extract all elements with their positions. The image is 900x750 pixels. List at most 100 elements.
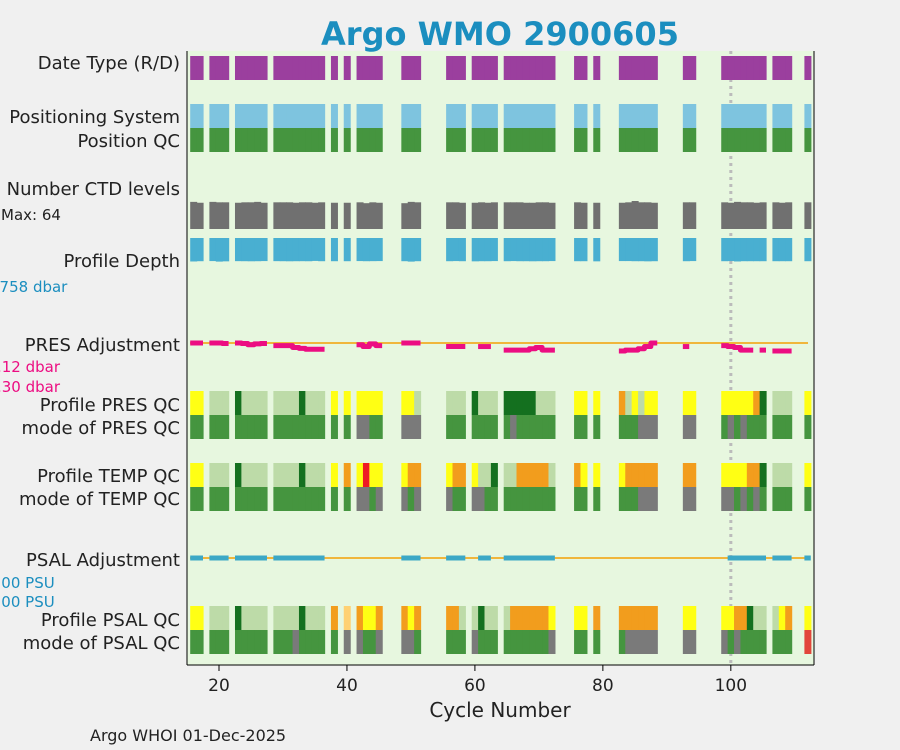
temp-qc-bar (734, 463, 742, 487)
profile-depth-bar (689, 238, 697, 262)
positioning-bar (279, 104, 287, 128)
date-type-bar (452, 56, 460, 80)
position-qc-bar (247, 128, 255, 152)
position-qc-bar (458, 128, 466, 152)
row-label-pres-mode: mode of PRES QC (22, 418, 180, 439)
profile-depth-bar (311, 238, 319, 261)
pres-qc-bar (369, 391, 377, 415)
row-label-psal-qc: Profile PSAL QC (41, 610, 180, 631)
position-qc-bar (292, 128, 300, 152)
psal-mode-bar (682, 630, 690, 654)
psal-qc-bar (746, 606, 754, 630)
psal-qc-bar (369, 606, 377, 630)
pres-qc-bar (458, 391, 466, 415)
temp-qc-bar (644, 463, 652, 487)
position-qc-bar (644, 128, 652, 152)
pres-qc-bar (222, 391, 230, 415)
profile-depth-bar (778, 238, 786, 262)
pres-qc-bar (753, 391, 761, 415)
positioning-bar (804, 104, 812, 128)
psal-qc-bar (247, 606, 255, 630)
position-qc-bar (279, 128, 287, 152)
positioning-bar (574, 104, 582, 128)
pres-qc-bar (785, 391, 793, 415)
date-type-bar (190, 56, 198, 80)
temp-mode-bar (292, 487, 300, 511)
date-type-bar (330, 56, 338, 80)
pres-mode-bar (804, 415, 812, 439)
temp-qc-bar (471, 463, 479, 487)
profile-depth-bar (503, 238, 511, 262)
pres-mode-bar (753, 415, 761, 439)
row-label-psal-mode: mode of PSAL QC (23, 633, 180, 654)
pres-mode-bar (362, 415, 370, 439)
psal-qc-bar (215, 606, 223, 630)
pres-qc-bar (682, 391, 690, 415)
temp-mode-bar (529, 487, 537, 511)
psal-mode-bar (548, 630, 556, 654)
pres-mode-bar (375, 415, 383, 439)
pres-adj-series (356, 341, 383, 350)
pres-qc-bar (574, 391, 582, 415)
temp-qc-bar (753, 463, 761, 487)
pres-mode-bar (190, 415, 198, 439)
ctd-levels-bar (369, 202, 377, 229)
profile-depth-bar (727, 238, 735, 262)
psal-qc-bar (209, 606, 217, 630)
position-qc-bar (356, 128, 364, 152)
pres-qc-bar (286, 391, 294, 415)
pres-mode-bar (503, 415, 511, 439)
profile-depth-bar (580, 238, 588, 262)
temp-mode-bar (484, 487, 492, 511)
psal-qc-bar (734, 606, 742, 630)
temp-qc-bar (298, 463, 306, 487)
psal-qc-bar (356, 606, 364, 630)
position-qc-bar (759, 128, 767, 152)
ctd-levels-bar (734, 201, 742, 229)
date-type-bar (778, 56, 786, 80)
profile-depth-bar (343, 238, 351, 262)
date-type-bar (471, 56, 479, 80)
temp-mode-bar (516, 487, 524, 511)
position-qc-bar (618, 128, 626, 152)
pres-mode-bar (241, 415, 249, 439)
date-type-bar (503, 56, 511, 80)
temp-mode-bar (746, 487, 754, 511)
pres-qc-bar (631, 391, 639, 415)
pres-qc-bar (446, 391, 454, 415)
temp-qc-bar (522, 463, 530, 487)
ctd-levels-bar (746, 202, 754, 229)
positioning-bar (638, 104, 646, 128)
ctd-levels-bar (414, 202, 422, 229)
profile-depth-bar (721, 238, 729, 262)
pres-mode-bar (234, 415, 242, 439)
ctd-levels-bar (753, 202, 761, 229)
pres-mode-bar (727, 415, 735, 439)
ctd-levels-bar (721, 202, 729, 229)
temp-mode-bar (638, 487, 646, 511)
position-qc-bar (734, 128, 742, 152)
ctd-levels-bar (407, 201, 415, 229)
position-qc-bar (241, 128, 249, 152)
temp-qc-bar (401, 463, 409, 487)
date-type-bar (593, 56, 601, 80)
ctd-levels-bar (209, 201, 217, 229)
profile-depth-bar (369, 238, 377, 262)
ctd-levels-bar (682, 202, 690, 229)
positioning-bar (478, 104, 486, 128)
ctd-levels-bar (279, 202, 287, 229)
position-qc-bar (503, 128, 511, 152)
profile-depth-bar (286, 238, 294, 262)
positioning-bar (241, 104, 249, 128)
psal-qc-bar (625, 606, 633, 630)
x-axis-ticks: 20 40 60 80 100 (208, 665, 747, 696)
positioning-bar (215, 104, 223, 128)
date-type-bar (574, 56, 582, 80)
pres-mode-bar (778, 415, 786, 439)
temp-mode-bar (369, 487, 377, 511)
date-type-bar (516, 56, 524, 80)
pres-qc-bar (516, 391, 524, 415)
position-qc-bar (298, 128, 306, 152)
profile-depth-bar (682, 238, 690, 262)
temp-qc-bar (209, 463, 217, 487)
